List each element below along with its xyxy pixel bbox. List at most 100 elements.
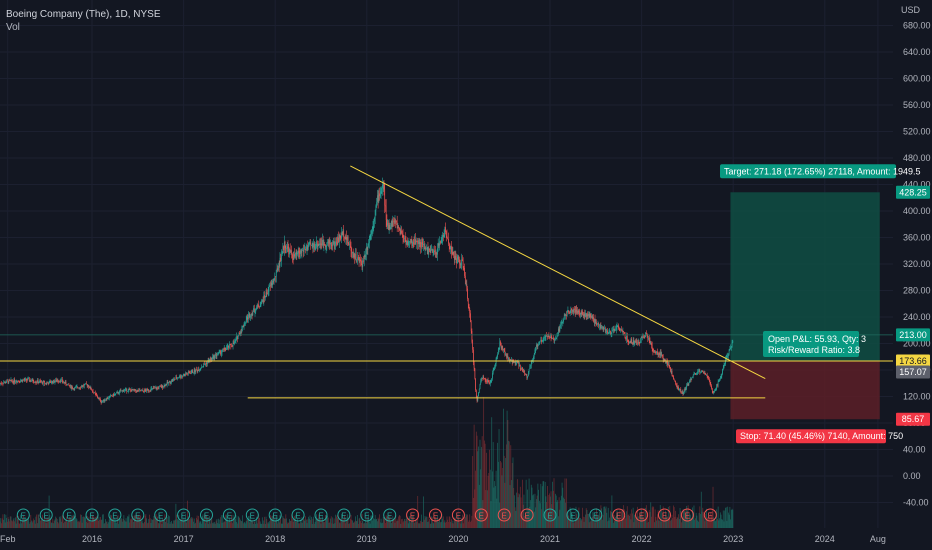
volume-bar (386, 516, 388, 528)
volume-bar (304, 520, 306, 528)
candle-body (722, 368, 723, 374)
volume-bar (645, 505, 647, 528)
volume-bar (20, 514, 21, 528)
candle-body (31, 379, 33, 381)
candle-body (464, 275, 466, 285)
volume-bar (208, 517, 210, 528)
volume-bar (276, 515, 278, 528)
pnl-line2: Risk/Reward Ratio: 3.8 (768, 345, 860, 355)
time-axis[interactable]: Feb 2016 2017 2018 2019 2020 2021 2022 2023 2024 A… (0, 534, 886, 544)
candle-body (281, 253, 283, 256)
candle-body (678, 390, 680, 391)
volume-bar (530, 484, 532, 528)
candle-body (419, 242, 421, 245)
earnings-marker-letter: E (387, 512, 392, 521)
drawn-lines[interactable] (0, 165, 893, 399)
volume-bar (141, 520, 143, 528)
volume-bar (220, 515, 222, 528)
volume-bar (489, 469, 491, 528)
candle-body (455, 256, 457, 259)
candle-body (110, 395, 112, 396)
candle-body (709, 381, 711, 385)
candle-body (654, 350, 655, 353)
volume-bar (573, 521, 575, 528)
volume-bar (489, 449, 490, 528)
volume-bar (638, 521, 640, 528)
candle-body (681, 391, 683, 393)
y-tick-label: 320.00 (903, 259, 931, 269)
candle-body (331, 245, 333, 247)
volume-bar (400, 523, 402, 528)
candle-body (53, 380, 55, 383)
candle-body (717, 384, 718, 386)
y-tick-label: -40.00 (903, 498, 929, 508)
candle-body (73, 388, 75, 390)
candle-body (601, 327, 602, 328)
volume-bar (272, 515, 274, 528)
volume-bar (705, 513, 707, 528)
candle-body (325, 245, 326, 248)
earnings-marker: E (337, 508, 351, 522)
volume-bar (194, 523, 196, 528)
candle-body (175, 377, 177, 380)
candle-body (13, 379, 15, 383)
symbol-title[interactable]: Boeing Company (The), 1D, NYSE (6, 9, 161, 20)
volume-bar (420, 514, 422, 528)
volume-bar (196, 515, 198, 528)
volume-bar (624, 515, 626, 528)
candle-body (564, 314, 566, 316)
volume-bar (31, 522, 33, 528)
candle-body (58, 381, 59, 382)
candle-body (41, 381, 43, 383)
price-axis[interactable]: -40.000.0040.0080.00120.00160.00200.0024… (903, 21, 931, 508)
volume-bar (474, 489, 476, 528)
candle-body (527, 371, 529, 377)
candle-body (262, 300, 264, 303)
volume-bar (470, 520, 472, 528)
candle-body (668, 364, 670, 367)
candle-body (511, 359, 512, 361)
candle-body (106, 397, 108, 401)
candle-body (588, 313, 590, 318)
earnings-marker-letter: E (295, 512, 300, 521)
earnings-marker-ring (177, 508, 191, 522)
volume-bar (253, 523, 254, 528)
volume-bar (640, 509, 642, 528)
candle-body (305, 248, 306, 251)
volume-bar (724, 510, 726, 528)
volume-bar (609, 517, 611, 528)
volume-bar (415, 520, 417, 528)
candle-body (571, 310, 573, 311)
candle-body (113, 394, 115, 396)
candle-body (300, 250, 302, 253)
volume-bar (162, 518, 164, 528)
volume-bar (726, 520, 728, 528)
candle-body (314, 248, 316, 249)
volume-bar (275, 519, 276, 528)
candle-body (650, 343, 652, 344)
volume-bar (626, 511, 627, 528)
candle-body (253, 308, 254, 312)
volume-bar (486, 490, 488, 528)
candle-body (219, 350, 221, 352)
candle-body (405, 239, 407, 245)
volume-bar (456, 519, 457, 528)
candle-body (695, 373, 696, 375)
volume-bar (463, 519, 465, 528)
candle-body (599, 325, 601, 326)
candle-body (684, 389, 685, 393)
volume-bar (347, 517, 349, 528)
volume-bar (143, 521, 145, 528)
candle-body (456, 258, 457, 264)
candle-body (723, 365, 725, 368)
candle-body (638, 342, 640, 343)
candle-body (217, 354, 218, 356)
volume-bar (637, 516, 639, 528)
candle-body (607, 330, 608, 334)
candle-body (279, 257, 281, 267)
volume-bar (449, 516, 451, 528)
candle-body (249, 313, 251, 318)
candle-body (188, 371, 190, 373)
